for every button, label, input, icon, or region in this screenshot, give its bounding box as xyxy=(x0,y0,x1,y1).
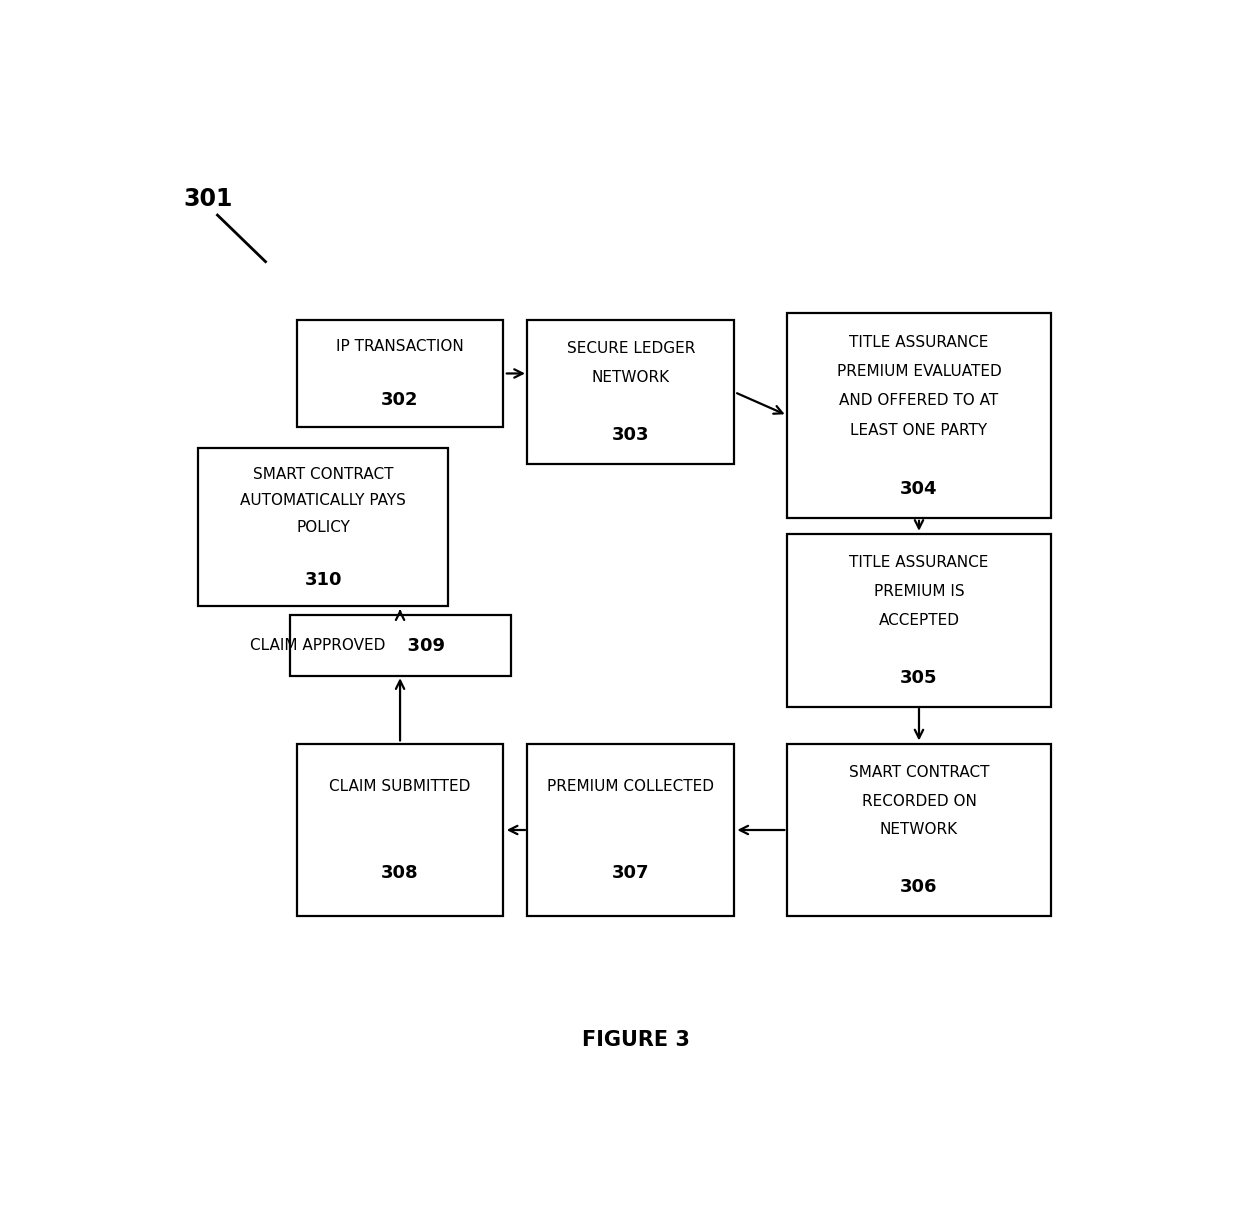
Text: 302: 302 xyxy=(382,391,419,409)
Text: TITLE ASSURANCE: TITLE ASSURANCE xyxy=(849,335,988,350)
Text: POLICY: POLICY xyxy=(296,520,350,535)
Bar xyxy=(527,744,734,916)
Bar xyxy=(296,744,503,916)
Text: LEAST ONE PARTY: LEAST ONE PARTY xyxy=(851,422,987,438)
Text: AUTOMATICALLY PAYS: AUTOMATICALLY PAYS xyxy=(241,494,407,508)
Text: ACCEPTED: ACCEPTED xyxy=(878,613,960,628)
Text: 310: 310 xyxy=(305,571,342,589)
Text: 309: 309 xyxy=(396,636,445,655)
Text: RECORDED ON: RECORDED ON xyxy=(862,794,976,808)
Text: IP TRANSACTION: IP TRANSACTION xyxy=(336,339,464,355)
Text: CLAIM SUBMITTED: CLAIM SUBMITTED xyxy=(330,779,471,795)
Text: 303: 303 xyxy=(613,426,650,444)
Bar xyxy=(527,319,734,465)
Text: AND OFFERED TO AT: AND OFFERED TO AT xyxy=(839,393,998,408)
Text: 305: 305 xyxy=(900,669,937,687)
Bar xyxy=(787,744,1052,916)
Text: 307: 307 xyxy=(613,864,650,882)
Bar xyxy=(198,448,448,606)
Text: PREMIUM EVALUATED: PREMIUM EVALUATED xyxy=(837,364,1002,379)
Bar xyxy=(296,319,503,427)
Text: 301: 301 xyxy=(184,188,233,211)
Text: 304: 304 xyxy=(900,479,937,497)
Text: SECURE LEDGER: SECURE LEDGER xyxy=(567,341,694,356)
Text: SMART CONTRACT: SMART CONTRACT xyxy=(253,467,393,482)
Text: 308: 308 xyxy=(381,864,419,882)
Text: NETWORK: NETWORK xyxy=(880,823,959,837)
Text: FIGURE 3: FIGURE 3 xyxy=(582,1030,689,1049)
Bar xyxy=(290,615,511,676)
Text: SMART CONTRACT: SMART CONTRACT xyxy=(848,765,990,780)
Text: CLAIM APPROVED: CLAIM APPROVED xyxy=(250,638,396,653)
Text: NETWORK: NETWORK xyxy=(591,370,670,385)
Text: TITLE ASSURANCE: TITLE ASSURANCE xyxy=(849,555,988,570)
Text: PREMIUM IS: PREMIUM IS xyxy=(874,584,965,599)
Bar xyxy=(787,313,1052,518)
Text: 306: 306 xyxy=(900,878,937,897)
Text: PREMIUM COLLECTED: PREMIUM COLLECTED xyxy=(547,779,714,795)
Bar xyxy=(787,534,1052,707)
